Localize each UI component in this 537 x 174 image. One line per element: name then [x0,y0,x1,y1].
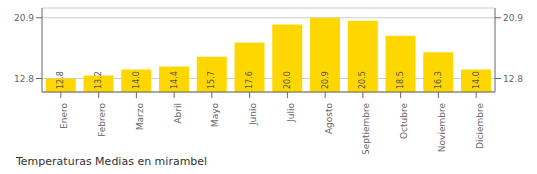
svg-text:12.8: 12.8 [503,74,523,84]
svg-text:Abril: Abril [173,103,183,124]
svg-text:Marzo: Marzo [135,103,145,131]
svg-text:17.6: 17.6 [245,71,254,89]
svg-text:Enero: Enero [59,103,69,129]
svg-text:15.7: 15.7 [207,71,216,89]
svg-text:12.8: 12.8 [56,71,65,89]
svg-text:14.0: 14.0 [132,71,141,89]
svg-text:20.9: 20.9 [503,13,523,23]
html-text:Temperaturas Medias en mirambe: Temperaturas Medias en mirambel [16,155,208,168]
svg-text:16.3: 16.3 [434,71,443,89]
svg-text:18.5: 18.5 [396,71,405,89]
svg-text:Septiembre: Septiembre [361,103,371,154]
svg-text:20.0: 20.0 [283,71,292,89]
svg-text:Diciembre: Diciembre [475,103,485,149]
svg-text:Febrero: Febrero [97,103,107,137]
svg-text:13.2: 13.2 [94,71,103,89]
svg-text:Junio: Junio [248,103,258,127]
svg-text:Agosto: Agosto [324,103,334,135]
svg-text:20.9: 20.9 [14,13,34,23]
svg-text:14.0: 14.0 [472,71,481,89]
svg-text:20.9: 20.9 [321,71,330,89]
svg-text:12.8: 12.8 [14,74,34,84]
svg-text:20.5: 20.5 [358,71,367,89]
svg-text:Mayo: Mayo [210,103,220,128]
svg-text:14.4: 14.4 [170,71,179,89]
svg-text:Noviembre: Noviembre [437,103,447,153]
svg-text:Julio: Julio [286,103,296,123]
svg-text:Octubre: Octubre [399,103,409,139]
